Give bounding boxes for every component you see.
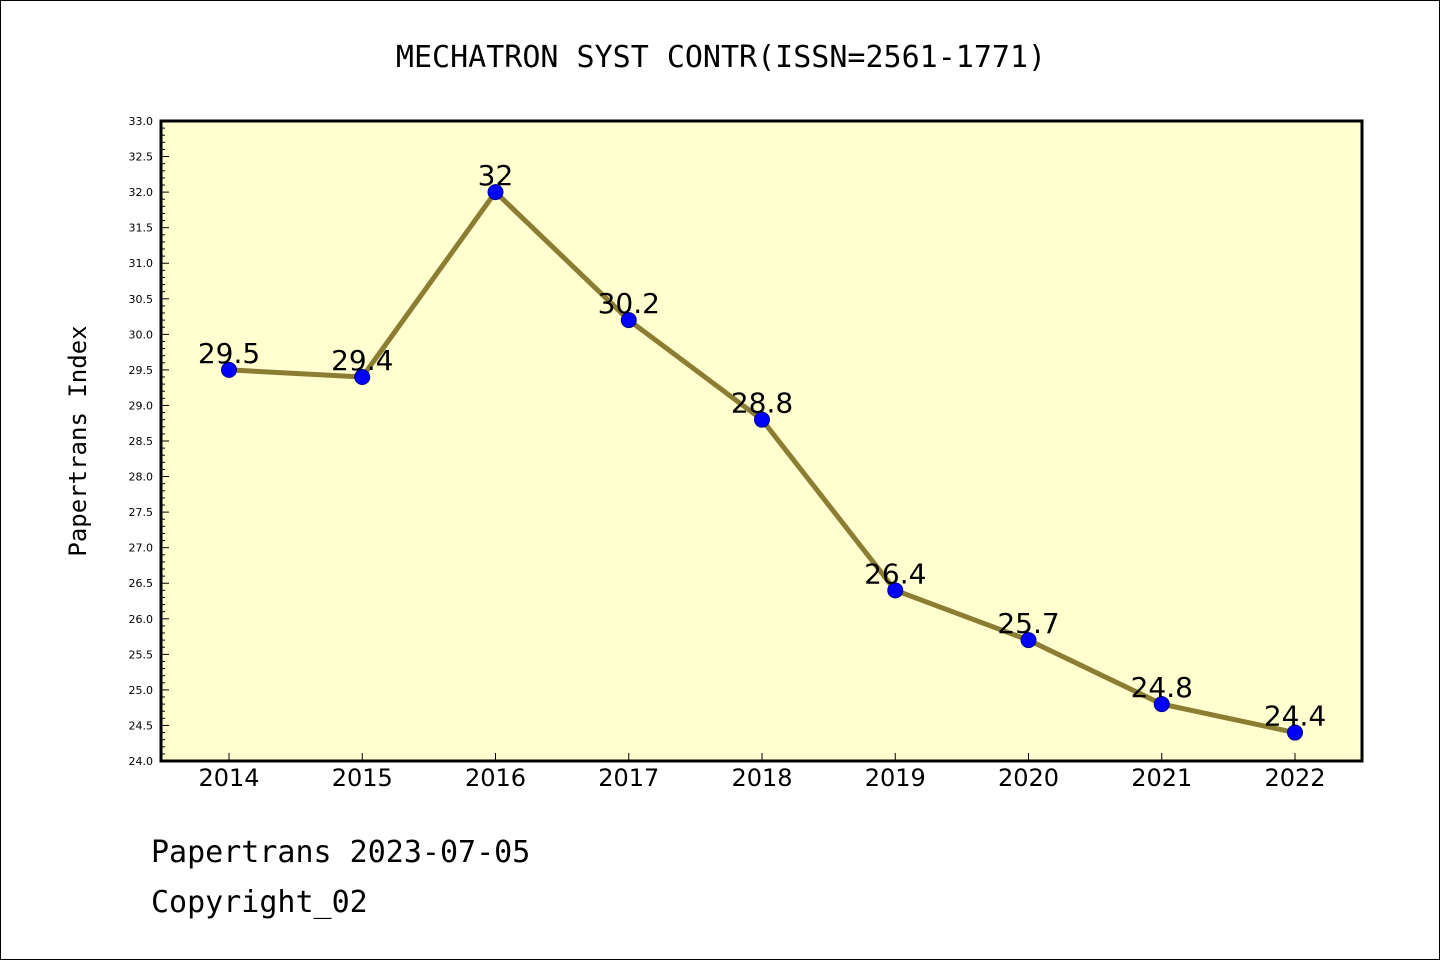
y-tick-label: 28.5: [129, 435, 154, 448]
y-tick-label: 32.5: [129, 151, 154, 164]
x-tick-label: 2020: [998, 764, 1059, 792]
plot-border: [159, 119, 1364, 763]
y-tick-label: 25.0: [129, 684, 154, 697]
data-label: 29.4: [331, 344, 393, 377]
data-label: 26.4: [864, 557, 926, 590]
x-tick-label: 2016: [465, 764, 526, 792]
data-point: [487, 184, 504, 201]
chart-title: MECHATRON SYST CONTR(ISSN=2561-1771): [396, 40, 1046, 75]
y-tick-label: 31.5: [129, 222, 154, 235]
data-point: [754, 411, 770, 428]
data-label: 29.5: [198, 337, 260, 370]
data-label: 24.4: [1264, 700, 1326, 733]
footer-date-text: Papertrans 2023-07-05: [151, 835, 531, 870]
data-point: [887, 582, 904, 599]
data-label: 24.8: [1131, 671, 1193, 704]
y-tick-label: 28.0: [129, 471, 154, 484]
x-tick-label: 2014: [198, 764, 259, 792]
y-tick-label: 32.0: [129, 186, 154, 199]
footer-copyright-text: Copyright_02: [151, 885, 368, 920]
data-label: 30.2: [598, 287, 660, 320]
x-tick-label: 2021: [1131, 764, 1192, 792]
x-tick-label: 2019: [865, 764, 926, 792]
x-tick-label: 2018: [731, 764, 792, 792]
y-tick-label: 33.0: [129, 115, 154, 128]
data-point: [1287, 724, 1303, 741]
data-point: [221, 361, 237, 378]
y-tick-label: 26.5: [129, 577, 154, 590]
x-tick-label: 2015: [332, 764, 393, 792]
y-tick-label: 30.5: [129, 293, 154, 306]
y-tick-label: 31.0: [129, 257, 154, 270]
y-tick-label: 30.0: [129, 328, 154, 341]
data-point: [620, 312, 637, 329]
y-tick-label: 26.0: [129, 613, 154, 626]
data-label: 28.8: [731, 387, 793, 420]
x-tick-label: 2017: [598, 764, 659, 792]
x-tick-label: 2022: [1264, 764, 1325, 792]
y-tick-label: 29.5: [129, 364, 154, 377]
data-point: [1020, 632, 1037, 649]
y-tick-label: 24.5: [129, 719, 154, 732]
plot-area: [161, 121, 1362, 761]
y-tick-label: 29.0: [129, 399, 154, 412]
y-tick-label: 27.0: [129, 542, 154, 555]
y-tick-label: 25.5: [129, 648, 154, 661]
data-label: 25.7: [997, 607, 1059, 640]
y-tick-label: 27.5: [129, 506, 154, 519]
data-point: [354, 369, 371, 385]
y-axis-label: Papertrans Index: [64, 325, 92, 556]
y-tick-label: 24.0: [129, 755, 154, 768]
data-label: 32: [478, 159, 514, 192]
data-point: [1153, 696, 1170, 713]
